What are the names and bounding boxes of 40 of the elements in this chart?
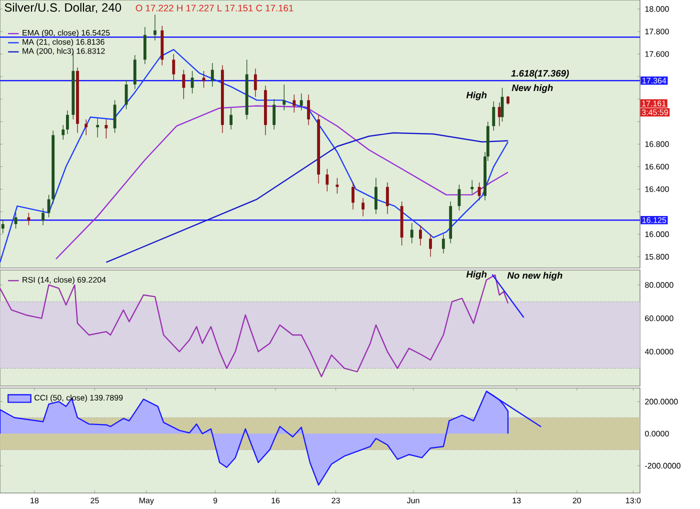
y-tick-label: 18.000: [645, 6, 669, 12]
x-tick-label: 13: [512, 498, 521, 504]
y-tick-label: 80.0000: [645, 282, 674, 288]
ref-line-label: 16.125: [642, 217, 666, 223]
y-tick-label: 16.400: [645, 186, 669, 192]
y-tick-label: 0.0000: [645, 430, 669, 437]
y-tick-label: 60.0000: [645, 315, 674, 322]
x-tick-label: 9: [213, 498, 218, 504]
x-tick-label: 13:0: [626, 498, 641, 504]
y-tick-label: 17.800: [645, 28, 669, 34]
y-tick-label: 40.0000: [644, 348, 674, 354]
legend-label: MA (200, hlc3) 16.8312: [22, 48, 105, 56]
legend-label: CCI (50, close) 139.7899: [34, 394, 123, 402]
chart-title: Silver/U.S. Dollar, 240: [4, 2, 122, 14]
x-tick-label: 23: [332, 498, 340, 504]
annotation: No new high: [507, 272, 562, 281]
annotation: New high: [512, 84, 553, 94]
y-tick-label: 15.800: [645, 254, 669, 260]
ref-line-label: 17.364: [642, 78, 666, 84]
y-tick-label: 200.0000: [645, 398, 678, 404]
x-tick-label: 20: [572, 498, 581, 504]
x-tick-label: 18: [30, 498, 39, 504]
legend-label: MA (21, close) 16.8136: [22, 38, 104, 46]
text: 17.161: [642, 100, 666, 106]
chart-subtitle: O 17.222 H 17.227 L 17.151 C 17.161: [136, 4, 294, 12]
x-tick-label: Jun: [406, 498, 420, 504]
y-tick-label: 17.600: [645, 51, 669, 57]
x-tick-label: May: [139, 498, 154, 505]
legend-label: RSI (14, close) 69.2204: [22, 276, 106, 284]
annotation: High: [466, 92, 487, 100]
y-tick-label: -200.0000: [645, 462, 680, 469]
y-tick-label: 16.000: [645, 231, 669, 238]
y-tick-label: 16.800: [645, 141, 669, 147]
text: 3:45:59: [642, 110, 668, 116]
legend-label: EMA (90, close) 16.5425: [22, 30, 110, 38]
annotation: High: [466, 270, 487, 280]
y-tick-label: 16.600: [645, 164, 669, 170]
annotation: 1.618(17.369): [511, 70, 569, 78]
x-tick-label: 25: [90, 498, 99, 504]
x-tick-label: 16: [272, 498, 280, 504]
